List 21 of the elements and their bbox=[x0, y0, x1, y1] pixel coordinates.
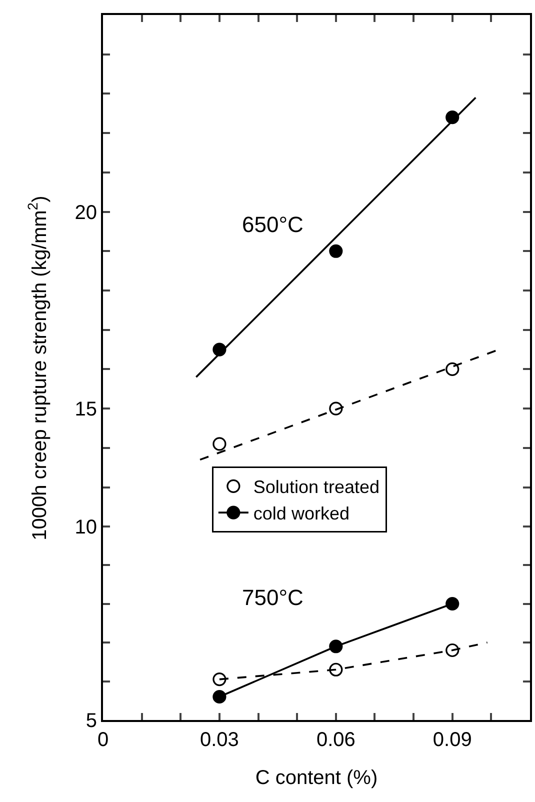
y-tick-label: 5 bbox=[86, 710, 97, 732]
x-tick-label: 0 bbox=[97, 729, 109, 751]
y-tick-label: 10 bbox=[74, 516, 97, 538]
x-tick-label: 0.06 bbox=[316, 729, 356, 751]
point bbox=[329, 244, 343, 258]
x-axis-title: C content (%) bbox=[255, 767, 378, 789]
point bbox=[212, 690, 226, 704]
point bbox=[446, 596, 460, 611]
x-tick-label: 0.09 bbox=[432, 729, 472, 751]
point bbox=[329, 662, 343, 676]
legend-label: cold worked bbox=[253, 504, 350, 524]
point bbox=[212, 437, 226, 451]
x-tick-label: 0.03 bbox=[200, 729, 239, 751]
y-tick-label: 20 bbox=[74, 202, 97, 224]
annotation: 750°C bbox=[242, 585, 304, 610]
point bbox=[329, 640, 343, 654]
annotation: 650°C bbox=[242, 212, 304, 237]
y-tick-label: 15 bbox=[74, 398, 97, 421]
point bbox=[212, 672, 226, 686]
point bbox=[446, 362, 460, 376]
legend-label: Solution treated bbox=[253, 477, 380, 498]
